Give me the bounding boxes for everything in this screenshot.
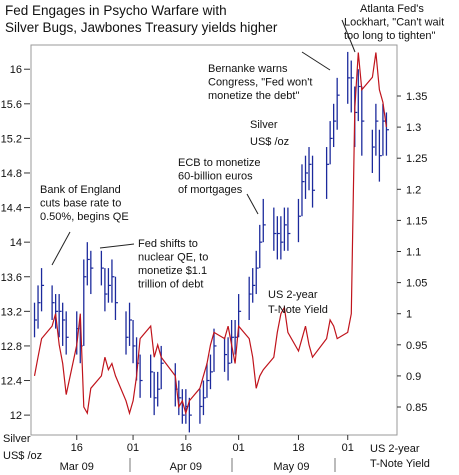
silver-label: Silver (3, 433, 31, 445)
yield-label: US 2-year (370, 443, 420, 455)
leader-line (246, 193, 259, 215)
y-tick-label: 13.6 (1, 272, 22, 284)
y-tick-label: 16 (10, 64, 22, 76)
annotation: monetize $1.1 (138, 265, 207, 277)
silver-label: US$ /oz (250, 136, 289, 148)
leader-line (51, 231, 71, 266)
x-tick-label: 01 (233, 442, 245, 454)
month-label: May 09 (273, 461, 309, 473)
annotation: trillion of debt (138, 279, 203, 291)
annotation: Atlanta Fed's (360, 3, 424, 15)
annotation: Fed shifts to (138, 238, 198, 250)
yield-label: T-Note Yield (370, 458, 430, 470)
y-tick-label: 13.2 (1, 306, 22, 318)
x-tick-label: 18 (292, 442, 304, 454)
y2-tick-label: 1.05 (406, 278, 427, 290)
y2-tick-label: 1.1 (406, 247, 421, 259)
annotation: Congress, "Fed won't (208, 77, 312, 89)
y2-tick-label: 0.95 (406, 340, 427, 352)
annotation: monetize the debt" (208, 90, 299, 102)
yield-label: T-Note Yield (268, 304, 328, 316)
y2-tick-label: 1.3 (406, 122, 421, 134)
chart-title: Fed Engages in Psycho Warfare with (5, 3, 227, 18)
annotation: Bernanke warns (208, 63, 288, 75)
y2-tick-label: 1.25 (406, 153, 427, 165)
leader-line (301, 51, 331, 71)
y-tick-label: 12 (10, 410, 22, 422)
y2-tick-label: 1 (406, 309, 412, 321)
y2-tick-label: 1.2 (406, 184, 421, 196)
y-tick-label: 15.6 (1, 99, 22, 111)
y2-tick-label: 1.15 (406, 215, 427, 227)
silver-label: Silver (250, 119, 278, 131)
x-tick-label: 01 (127, 442, 139, 454)
month-label: Apr 09 (170, 461, 202, 473)
yield-line (33, 52, 387, 416)
y-tick-label: 14 (10, 237, 22, 249)
leader-line (341, 19, 356, 53)
y2-tick-label: 0.85 (406, 402, 427, 414)
y-tick-label: 14.8 (1, 168, 22, 180)
yield-label: US 2-year (268, 289, 318, 301)
annotation: nuclear QE, to (138, 252, 208, 264)
leader-line (99, 243, 135, 249)
annotation: Lockhart, "Can't wait (344, 17, 444, 29)
y-tick-label: 14.4 (1, 203, 22, 215)
y-tick-label: 12.4 (1, 376, 22, 388)
x-tick-label: 16 (180, 442, 192, 454)
y2-tick-label: 1.35 (406, 91, 427, 103)
annotation: 60-billion euros (178, 171, 253, 183)
annotation: of mortgages (178, 184, 243, 196)
x-tick-label: 01 (342, 442, 354, 454)
y2-tick-label: 0.9 (406, 371, 421, 383)
annotation: 0.50%, begins QE (40, 211, 129, 223)
silver-label: US$ /oz (3, 450, 42, 462)
x-tick-label: 16 (71, 442, 83, 454)
annotation: ECB to monetize (178, 157, 261, 169)
chart-title: Silver Bugs, Jawbones Treasury yields hi… (5, 20, 278, 35)
annotation: too long to tighten" (344, 30, 435, 42)
y-tick-label: 15.2 (1, 133, 22, 145)
annotation: Bank of England (40, 184, 121, 196)
month-label: Mar 09 (60, 461, 94, 473)
plot-frame (30, 44, 398, 436)
annotation: cuts base rate to (40, 198, 121, 210)
y-tick-label: 12.8 (1, 341, 22, 353)
